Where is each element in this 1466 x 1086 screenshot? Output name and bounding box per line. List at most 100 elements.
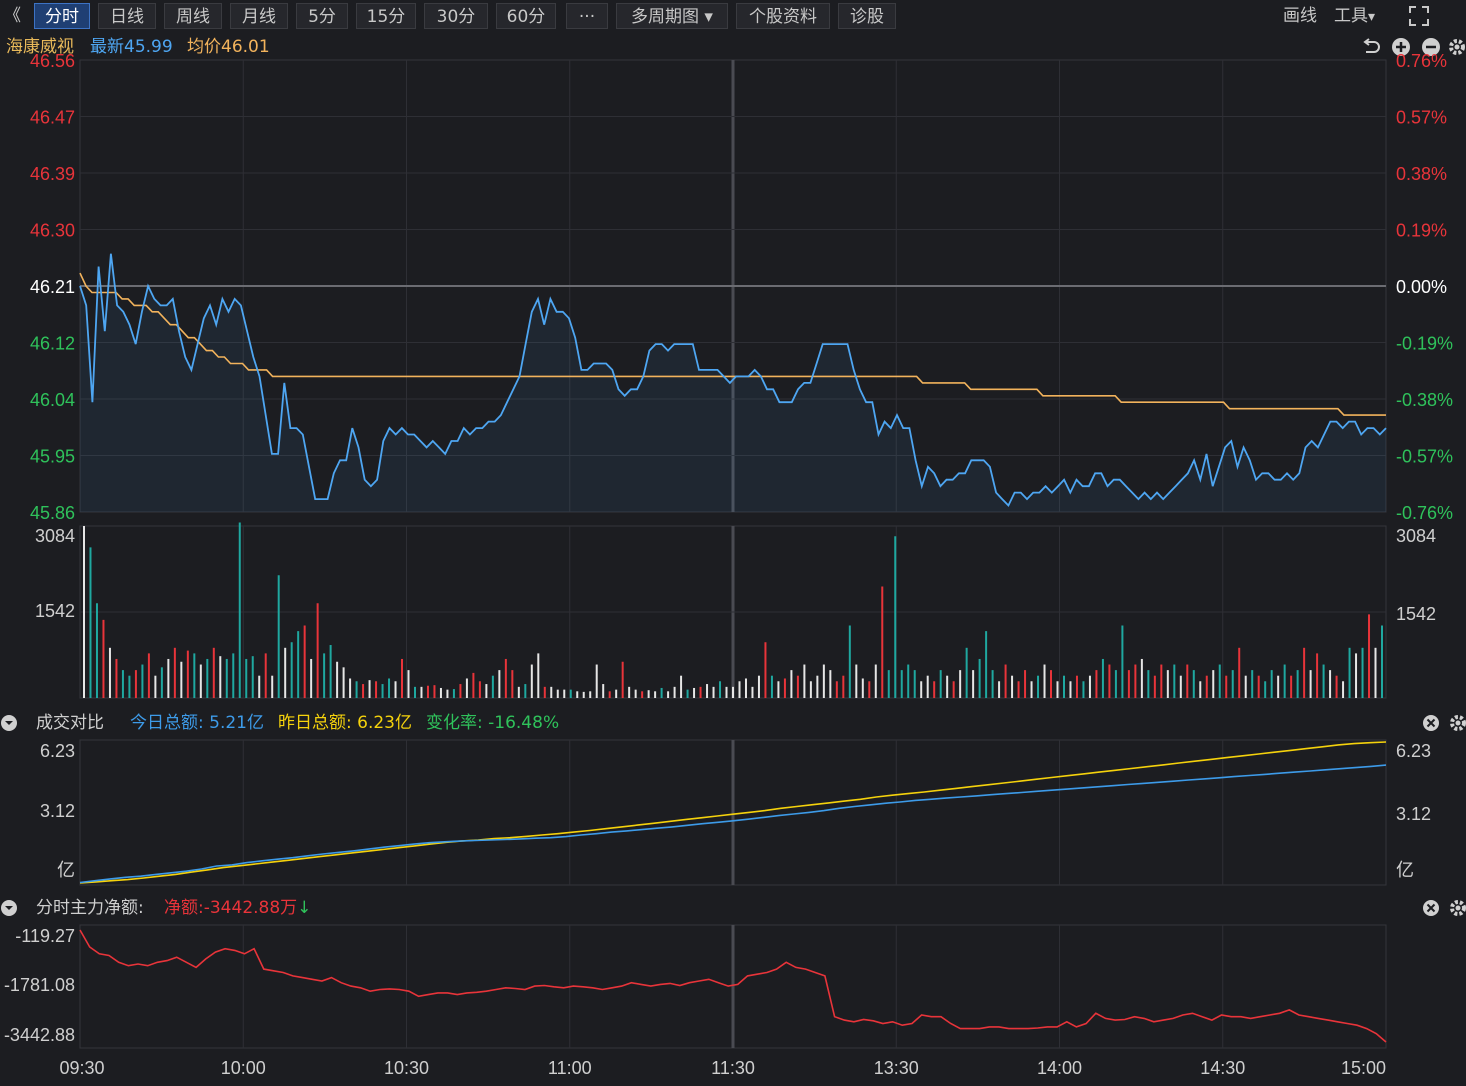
- multi-period-dropdown[interactable]: 多周期图 ▾: [616, 3, 728, 29]
- period-toolbar: 《 分时 日线 周线 月线 5分 15分 30分 60分 ··· 多周期图 ▾ …: [0, 0, 1466, 32]
- price-tick-label: 46.47: [30, 108, 75, 128]
- expand-icon[interactable]: [1408, 5, 1430, 27]
- net-value: -3442.88万: [203, 898, 298, 918]
- latest-label: 最新: [90, 37, 124, 57]
- chevron-down-icon[interactable]: [0, 899, 18, 917]
- tab-intraday[interactable]: 分时: [34, 3, 90, 29]
- time-axis-label: 14:30: [1200, 1058, 1245, 1078]
- avg-price-line: [79, 272, 1386, 416]
- pct-tick-label: -0.38%: [1396, 390, 1453, 410]
- yesterday-label: 昨日总额:: [278, 713, 352, 733]
- yesterday-total: 昨日总额: 6.23亿: [278, 710, 412, 736]
- net-amount: 净额:-3442.88万↓: [164, 895, 311, 921]
- chevron-down-icon: ▾: [1368, 9, 1376, 25]
- turnover-frame: [79, 739, 1387, 886]
- back-icon[interactable]: 《: [4, 6, 21, 26]
- tab-5min[interactable]: 5分: [296, 3, 348, 29]
- down-arrow-icon: ↓: [297, 898, 312, 918]
- change-value: -16.48%: [488, 713, 560, 733]
- turnover-tick-label: 6.23: [40, 741, 75, 761]
- pct-tick-label: 0.38%: [1396, 164, 1447, 184]
- tab-daily[interactable]: 日线: [98, 3, 156, 29]
- net-label: 净额:: [164, 898, 204, 918]
- stock-name: 海康威视: [6, 37, 74, 57]
- volume-tick-label: 3084: [35, 526, 75, 546]
- price-frame: [79, 59, 1387, 513]
- today-label: 今日总额:: [130, 713, 204, 733]
- price-tick-label: 45.95: [30, 447, 75, 467]
- latest-price: 最新45.99: [90, 36, 173, 58]
- tab-60min[interactable]: 60分: [496, 3, 556, 29]
- price-tick-label: 46.30: [30, 221, 75, 241]
- price-area: [80, 253, 1386, 512]
- turnover-unit-label: 亿: [57, 860, 75, 880]
- time-axis-label: 15:00: [1341, 1058, 1386, 1078]
- draw-line-button[interactable]: 画线: [1283, 6, 1317, 26]
- tools-label: 工具: [1334, 6, 1368, 26]
- netflow-title: 分时主力净额:: [36, 898, 144, 918]
- pct-tick-label: -0.19%: [1396, 334, 1453, 354]
- price-tick-label: 46.39: [30, 164, 75, 184]
- change-label: 变化率:: [426, 713, 483, 733]
- today-total: 今日总额: 5.21亿: [130, 710, 264, 736]
- turnover-tick-label: 6.23: [1396, 741, 1431, 761]
- avg-value: 46.01: [221, 37, 270, 57]
- tab-15min[interactable]: 15分: [356, 3, 416, 29]
- chart-controls: [1363, 38, 1465, 56]
- price-tick-label: 46.12: [30, 334, 75, 354]
- netflow-tick-label: -119.27: [15, 926, 75, 946]
- tools-dropdown[interactable]: 工具▾: [1334, 3, 1375, 29]
- turnover-title: 成交对比: [36, 713, 104, 733]
- price-line: [79, 253, 1387, 508]
- time-axis-label: 10:00: [221, 1058, 266, 1078]
- time-axis-label: 11:30: [711, 1058, 755, 1078]
- settings-icon[interactable]: [1450, 715, 1466, 731]
- close-icon[interactable]: [1423, 715, 1439, 731]
- netflow-frame: [79, 924, 1387, 1049]
- today-value: 5.21亿: [209, 713, 264, 733]
- settings-icon[interactable]: [1450, 900, 1466, 916]
- stock-info-button[interactable]: 个股资料: [736, 3, 830, 29]
- more-button[interactable]: ···: [566, 3, 608, 29]
- change-rate: 变化率: -16.48%: [426, 710, 559, 736]
- volume-tick-label: 3084: [1396, 526, 1436, 546]
- settings-icon[interactable]: [1449, 39, 1465, 55]
- avg-label: 均价: [187, 37, 221, 57]
- turnover-panel-header: 成交对比 今日总额: 5.21亿 昨日总额: 6.23亿 变化率: -16.48…: [0, 710, 1466, 736]
- time-axis-label: 13:30: [874, 1058, 919, 1078]
- volume-tick-label: 1542: [35, 601, 75, 621]
- pct-tick-label: 0.19%: [1396, 221, 1447, 241]
- time-axis-label: 10:30: [384, 1058, 429, 1078]
- pct-tick-label: 0.00%: [1396, 277, 1447, 297]
- close-icon[interactable]: [1423, 900, 1439, 916]
- turnover-tick-label: 3.12: [40, 801, 75, 821]
- zoom-in-icon[interactable]: [1392, 38, 1410, 56]
- turnover-unit-label: 亿: [1396, 860, 1414, 880]
- diagnose-button[interactable]: 诊股: [838, 3, 896, 29]
- time-axis-label: 14:00: [1037, 1058, 1082, 1078]
- multi-period-label: 多周期图: [631, 7, 700, 27]
- volume-tick-label: 1542: [1396, 604, 1436, 624]
- turnover-tick-label: 3.12: [1396, 804, 1431, 824]
- time-axis-label: 09:30: [59, 1058, 104, 1078]
- net-flow-line: [79, 929, 1387, 1043]
- tab-30min[interactable]: 30分: [424, 3, 488, 29]
- tab-weekly[interactable]: 周线: [164, 3, 222, 29]
- netflow-tick-label: -1781.08: [4, 975, 75, 995]
- price-tick-label: 46.04: [30, 390, 75, 410]
- panel-controls: [1423, 715, 1466, 731]
- undo-icon[interactable]: [1363, 38, 1380, 53]
- avg-price: 均价46.01: [187, 36, 270, 58]
- netflow-tick-label: -3442.88: [4, 1025, 75, 1045]
- chevron-down-icon[interactable]: [0, 714, 18, 732]
- panel-controls: [1423, 900, 1466, 916]
- zoom-out-icon[interactable]: [1422, 38, 1440, 56]
- volume-frame: [79, 525, 1387, 699]
- pct-tick-label: -0.76%: [1396, 503, 1453, 523]
- tab-monthly[interactable]: 月线: [230, 3, 288, 29]
- price-tick-label: 45.86: [30, 503, 75, 523]
- today-amount-line: [79, 764, 1387, 884]
- pct-tick-label: 0.57%: [1396, 108, 1447, 128]
- time-axis-label: 11:00: [548, 1058, 592, 1078]
